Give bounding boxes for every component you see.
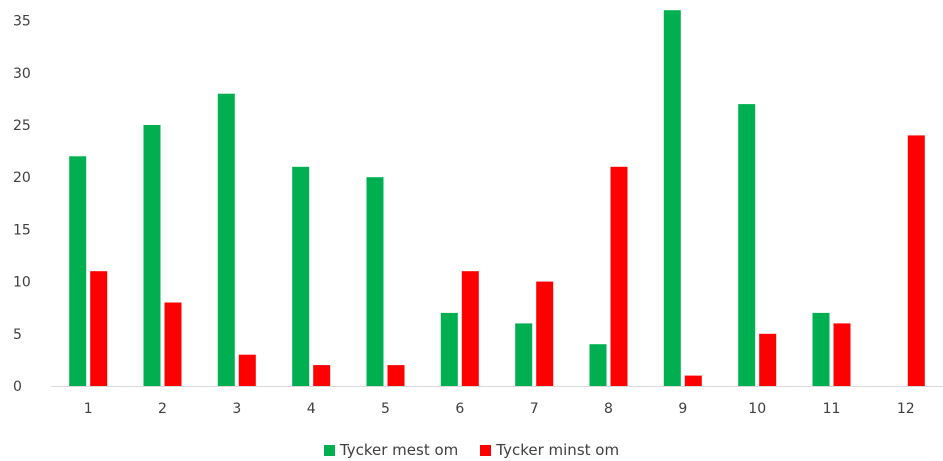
bar-series-1-category-3: [217, 93, 235, 386]
x-tick-label-3: 3: [232, 401, 241, 417]
legend-swatch-series-2: [480, 444, 492, 456]
bar-series-2-category-4: [313, 365, 331, 386]
y-tick-label-25: 25: [13, 118, 31, 134]
legend-item-series-1: Tycker mest om: [323, 441, 459, 459]
bar-series-2-category-3: [238, 354, 256, 386]
legend-label-series-1: Tycker mest om: [339, 441, 459, 459]
bar-series-1-category-5: [366, 177, 384, 386]
x-tick-label-11: 11: [823, 401, 841, 417]
bar-series-1-category-7: [515, 323, 533, 386]
bar-series-1-category-6: [440, 312, 458, 386]
bar-series-2-category-1: [90, 271, 108, 386]
x-tick-label-6: 6: [455, 401, 464, 417]
x-tick-label-10: 10: [748, 401, 766, 417]
y-tick-label-30: 30: [13, 66, 31, 82]
bar-series-1-category-4: [292, 166, 310, 386]
x-tick-label-5: 5: [381, 401, 390, 417]
bar-series-2-category-8: [610, 166, 628, 386]
y-tick-label-20: 20: [13, 170, 31, 186]
y-tick-label-35: 35: [13, 14, 31, 30]
y-tick-label-0: 0: [13, 379, 22, 395]
bar-series-1-category-9: [663, 10, 681, 386]
bar-series-2-category-5: [387, 365, 405, 386]
y-tick-label-15: 15: [13, 222, 31, 238]
x-tick-label-12: 12: [897, 401, 915, 417]
bar-series-2-category-2: [164, 302, 182, 386]
x-tick-label-2: 2: [158, 401, 167, 417]
bar-series-2-category-10: [759, 333, 777, 386]
bar-series-2-category-12: [907, 135, 925, 386]
bar-series-2-category-11: [833, 323, 851, 386]
bar-series-2-category-6: [461, 271, 479, 386]
bar-series-1-category-11: [812, 312, 830, 386]
bar-series-1-category-2: [143, 125, 161, 386]
x-tick-label-1: 1: [84, 401, 93, 417]
legend-swatch-series-1: [323, 444, 335, 456]
bar-series-2-category-9: [684, 375, 702, 386]
x-tick-label-9: 9: [678, 401, 687, 417]
bar-series-1-category-1: [69, 156, 87, 386]
y-tick-label-5: 5: [13, 327, 22, 343]
bars: [69, 10, 925, 386]
bar-series-2-category-7: [536, 281, 554, 386]
bar-series-1-category-10: [738, 104, 756, 386]
y-axis: 0 5 10 15 20 25 30 35: [13, 14, 31, 395]
y-tick-label-10: 10: [13, 275, 31, 291]
x-tick-label-8: 8: [604, 401, 613, 417]
x-tick-label-7: 7: [530, 401, 539, 417]
legend-item-series-2: Tycker minst om: [480, 441, 619, 459]
x-axis: 1 2 3 4 5 6 7 8 9 10 11 12: [84, 401, 915, 417]
legend-label-series-2: Tycker minst om: [496, 441, 620, 459]
legend: Tycker mest om Tycker minst om: [0, 441, 943, 459]
x-tick-label-4: 4: [307, 401, 316, 417]
bar-series-1-category-8: [589, 344, 607, 386]
